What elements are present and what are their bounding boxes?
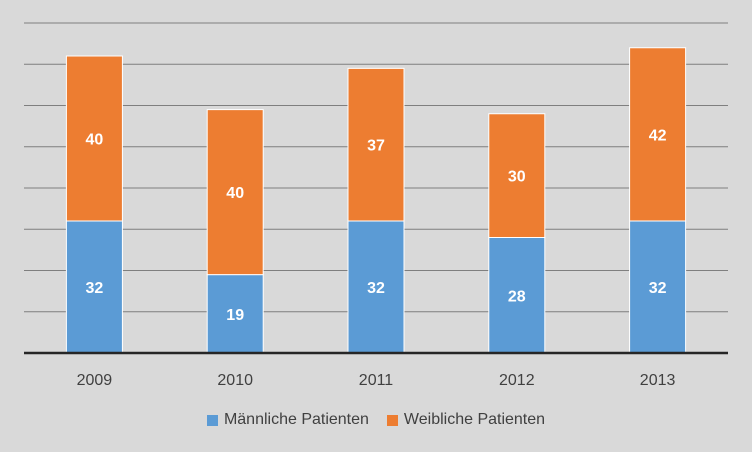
legend: Männliche Patienten Weibliche Patienten	[165, 403, 587, 437]
data-label: 30	[508, 169, 526, 186]
x-tick-label: 2011	[359, 372, 394, 389]
data-label: 40	[86, 132, 104, 149]
data-label: 40	[226, 185, 244, 202]
x-tick-label: 2012	[499, 372, 535, 389]
bar-female	[488, 113, 546, 238]
legend-swatch-female	[386, 414, 398, 426]
bar-male	[65, 220, 123, 354]
legend-label-female: Weibliche Patienten	[403, 411, 546, 428]
x-tick-label: 2010	[217, 372, 253, 389]
legend-item-male: Männliche Patienten	[206, 411, 369, 429]
bar-female	[629, 47, 687, 222]
data-label: 37	[367, 138, 385, 155]
data-label: 32	[86, 280, 104, 297]
bar-male	[629, 220, 687, 354]
bar-female	[65, 55, 123, 222]
x-tick-label: 2009	[77, 372, 113, 389]
legend-swatch-male	[206, 414, 218, 426]
x-tick-label: 2013	[640, 372, 676, 389]
legend-label-male: Männliche Patienten	[223, 411, 369, 428]
bar-female	[206, 109, 264, 276]
bar-male	[206, 274, 264, 354]
bar-male	[347, 220, 405, 354]
bar-female	[347, 67, 405, 222]
data-label: 19	[226, 307, 244, 324]
data-label: 28	[508, 288, 526, 305]
data-label: 32	[649, 280, 667, 297]
data-label: 32	[367, 280, 385, 297]
data-label: 42	[649, 127, 667, 144]
legend-item-female: Weibliche Patienten	[386, 411, 546, 429]
